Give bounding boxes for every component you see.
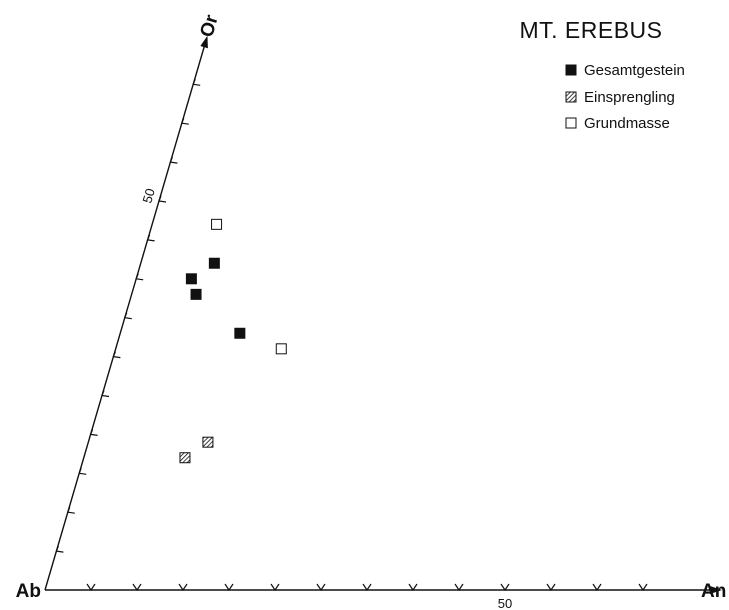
an-axis-tick bbox=[592, 583, 602, 592]
an-axis-tick bbox=[454, 583, 464, 592]
or-axis-tick bbox=[89, 429, 98, 436]
an-axis-tick bbox=[270, 583, 280, 592]
an-axis-tick bbox=[132, 583, 142, 592]
or-axis-tick bbox=[78, 468, 87, 475]
legend-item-einsprengling: Einsprengling bbox=[565, 89, 675, 106]
an-axis-tick-label: 50 bbox=[498, 596, 512, 610]
an-axis-tick bbox=[546, 583, 556, 592]
an-axis-ticks bbox=[86, 583, 648, 592]
legend-label: Gesamtgestein bbox=[584, 62, 685, 79]
legend-item-gesamtgestein: Gesamtgestein bbox=[565, 62, 685, 79]
data-points bbox=[179, 218, 287, 464]
or-axis-tick bbox=[66, 506, 75, 514]
or-axis-tick bbox=[158, 195, 167, 203]
or-axis-tick bbox=[55, 545, 64, 553]
data-point-open-square bbox=[211, 218, 223, 230]
data-point-hatched-square bbox=[179, 452, 191, 464]
or-axis-tick bbox=[192, 79, 201, 86]
legend-item-grundmasse: Grundmasse bbox=[565, 115, 670, 132]
an-axis-tick bbox=[86, 583, 96, 592]
or-axis-tick bbox=[180, 117, 189, 125]
or-axis-tick bbox=[135, 273, 144, 281]
or-axis-tick bbox=[169, 156, 178, 164]
data-point-filled-square bbox=[234, 327, 246, 339]
or-axis-tick bbox=[101, 390, 110, 398]
chart-title: MT. EREBUS bbox=[519, 17, 662, 43]
or-axis-tick-label: 50 bbox=[139, 187, 157, 205]
or-axis-ticks bbox=[55, 79, 201, 553]
legend-swatch-hatched-square bbox=[565, 91, 577, 103]
an-axis-tick bbox=[224, 583, 234, 592]
or-axis-tick bbox=[112, 351, 121, 359]
legend-label: Grundmasse bbox=[584, 115, 670, 132]
vertex-label-or: Or bbox=[196, 12, 222, 40]
vertex-label-an: An bbox=[701, 581, 726, 602]
or-axis-tick bbox=[146, 234, 155, 242]
data-point-open-square bbox=[275, 343, 287, 355]
an-axis-tick bbox=[178, 583, 188, 592]
or-axis-tick bbox=[123, 312, 132, 320]
legend-swatch-open-square bbox=[565, 117, 577, 129]
data-point-filled-square bbox=[185, 273, 197, 285]
legend: Gesamtgestein Einsprengling Grundmasse bbox=[565, 62, 685, 132]
vertex-label-ab: Ab bbox=[16, 581, 41, 602]
data-point-filled-square bbox=[190, 288, 202, 300]
an-axis-tick bbox=[408, 583, 418, 592]
an-axis-tick bbox=[316, 583, 326, 592]
an-axis-tick bbox=[638, 583, 648, 592]
legend-label: Einsprengling bbox=[584, 89, 675, 106]
legend-swatch-filled-square bbox=[565, 64, 577, 76]
an-axis-tick bbox=[362, 583, 372, 592]
an-axis-tick bbox=[500, 583, 510, 592]
data-point-hatched-square bbox=[202, 436, 214, 448]
data-point-filled-square bbox=[208, 257, 220, 269]
